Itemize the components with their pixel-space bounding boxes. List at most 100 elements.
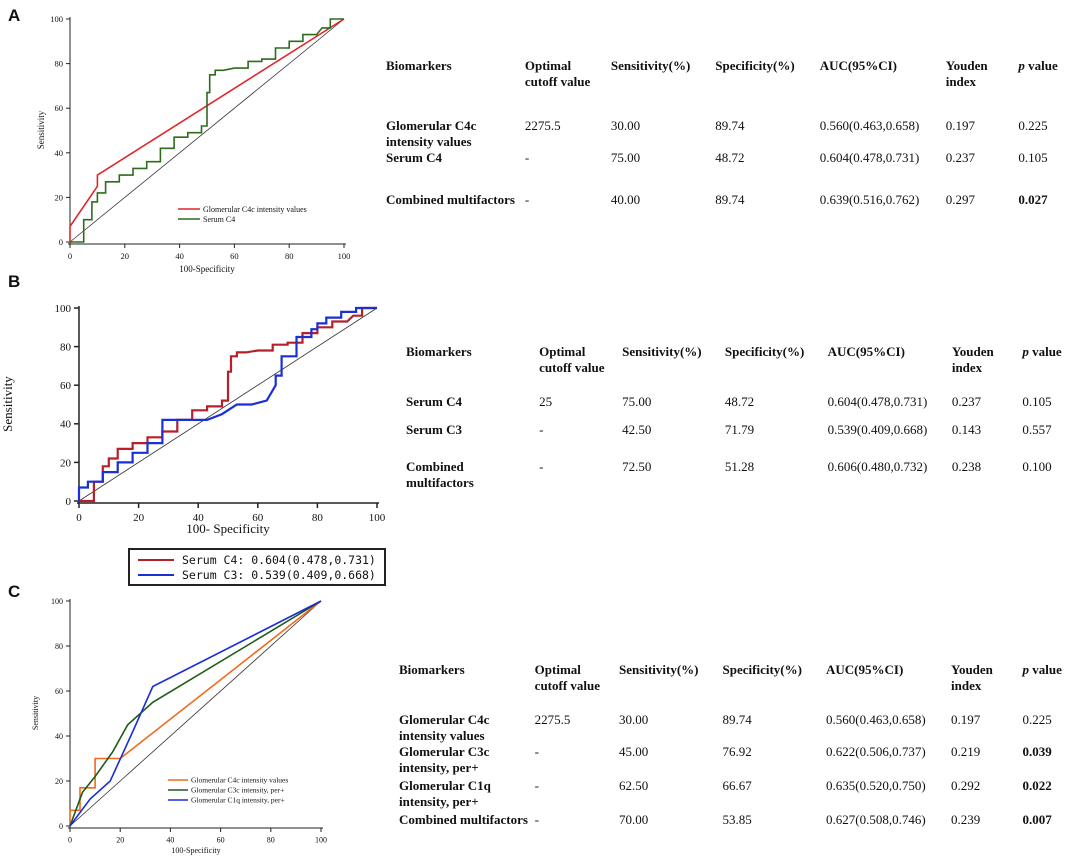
cell-youden: 0.239	[951, 812, 981, 827]
cell-sens: 70.00	[619, 812, 649, 827]
column-header-specificity: Specificity(%)	[722, 662, 802, 677]
y-tick-label-b-20: 20	[60, 457, 72, 469]
y-axis-label-a: Sensitivity	[36, 110, 46, 149]
reference-diagonal-a	[69, 18, 345, 243]
column-header-p-value: p value	[1018, 58, 1058, 73]
column-header-optimal-cutoff-value: Optimal cutoff value	[524, 58, 591, 89]
results-table-a: Biomarkers Optimal cutoff value Sensitivit…	[386, 58, 1076, 234]
cell-spec: 66.67	[722, 778, 752, 793]
x-tick-label-c-100: 100	[315, 835, 327, 844]
legend-label-c-glomerular-c3c-intensity-per: Glomerular C3c intensity, per+	[191, 786, 284, 795]
cell-youden: 0.238	[951, 459, 982, 474]
cell-biomarker: Glomerular C4c intensity values	[399, 712, 490, 743]
table-header-row: Biomarkers Optimal cutoff value Sensitivit…	[399, 662, 1079, 703]
cell-auc: 0.627(0.508,0.746)	[826, 812, 926, 827]
y-tick-label-c-20: 20	[55, 777, 63, 786]
cell-biomarker: Combined multifactors	[386, 192, 515, 207]
x-tick-label-c-60: 60	[217, 835, 225, 844]
column-header-sensitivity: Sensitivity(%)	[622, 344, 702, 359]
cell-p: 0.007	[1022, 812, 1052, 827]
x-tick-label-b-60: 60	[252, 512, 264, 524]
series-line-a-glomerular-c4c-intensity-values	[69, 18, 345, 242]
table-row: Glomerular C1q intensity, per+ - 62.50 66.6…	[399, 778, 1079, 812]
column-header-biomarkers: Biomarkers	[406, 344, 472, 359]
cell-sens: 62.50	[619, 778, 649, 793]
cell-cutoff: 25	[539, 394, 553, 409]
roc-chart-b: 0 20 40 60 80 100 0 20 40 60 80 100 100- Specificity…	[0, 303, 386, 536]
cell-auc: 0.635(0.520,0.750)	[826, 778, 926, 793]
results-table-c: Biomarkers Optimal cutoff value Sensitivit…	[399, 662, 1079, 846]
cell-cutoff: -	[524, 150, 530, 165]
cell-cutoff: -	[524, 192, 530, 207]
x-tick-label-c-20: 20	[116, 835, 124, 844]
table-row: Combined multifactors - 72.50 51.28 0.606(0.…	[406, 459, 1078, 496]
cell-p: 0.100	[1022, 459, 1052, 474]
legend-label-serum-c4: Serum C4: 0.604(0.478,0.731)	[182, 552, 376, 567]
y-tick-label-a-0: 0	[59, 237, 63, 247]
results-table-b: Biomarkers Optimal cutoff value Sensitivit…	[406, 344, 1078, 496]
y-tick-label-a-100: 100	[50, 14, 63, 24]
cell-auc: 0.606(0.480,0.732)	[827, 459, 928, 474]
cell-sens: 45.00	[619, 744, 649, 759]
x-tick-label-b-0: 0	[76, 512, 82, 524]
cell-p: 0.022	[1022, 778, 1052, 793]
column-header-p-value: p value	[1022, 344, 1062, 359]
cell-spec: 53.85	[722, 812, 752, 827]
cell-auc: 0.560(0.463,0.658)	[826, 712, 926, 727]
legend-label-serum-c3: Serum C3: 0.539(0.409,0.668)	[182, 567, 376, 582]
y-tick-label-b-100: 100	[55, 303, 72, 315]
y-axis-label-c: Sensitivity	[31, 696, 40, 730]
column-header-auc-95-ci: AUC(95%CI)	[819, 58, 897, 73]
cell-p: 0.039	[1022, 744, 1052, 759]
cell-auc: 0.604(0.478,0.731)	[819, 150, 920, 165]
y-tick-label-a-40: 40	[55, 148, 64, 158]
series-line-a-serum-c4	[70, 18, 344, 243]
cell-spec: 89.74	[715, 118, 745, 133]
legend-swatch-serum-c3	[138, 573, 174, 576]
x-tick-label-b-80: 80	[312, 512, 324, 524]
series-line-c-glomerular-c1q-intensity-per	[69, 600, 322, 827]
cell-auc: 0.539(0.409,0.668)	[827, 422, 928, 437]
x-tick-label-c-40: 40	[166, 835, 174, 844]
x-axis-label-c: 100-Specificity	[171, 846, 220, 855]
cell-spec: 48.72	[715, 150, 745, 165]
cell-cutoff: 2275.5	[534, 712, 571, 727]
column-header-p-value: p value	[1022, 662, 1062, 677]
legend-label-c-glomerular-c4c-intensity-values: Glomerular C4c intensity values	[191, 776, 288, 785]
cell-spec: 89.74	[722, 712, 752, 727]
panel-label-a: A	[8, 6, 21, 25]
cell-cutoff: -	[534, 812, 540, 827]
series-line-c-glomerular-c3c-intensity-per	[69, 600, 322, 827]
y-tick-label-b-0: 0	[66, 496, 72, 508]
y-tick-label-a-20: 20	[55, 192, 64, 202]
cell-cutoff: -	[534, 744, 540, 759]
cell-youden: 0.219	[951, 744, 981, 759]
series-line-c-glomerular-c4c-intensity-values	[69, 600, 322, 826]
column-header-auc-95-ci: AUC(95%CI)	[827, 344, 905, 359]
y-tick-label-c-80: 80	[55, 642, 63, 651]
y-axis-label-b: Sensitivity	[0, 376, 15, 432]
column-header-youden-index: Youden index	[951, 662, 993, 693]
x-tick-label-b-20: 20	[133, 512, 145, 524]
legend-label-c-glomerular-c1q-intensity-per: Glomerular C1q intensity, per+	[191, 796, 285, 805]
x-axis-label-a: 100-Specificity	[179, 264, 235, 274]
table-row: Serum C4 25 75.00 48.72 0.604(0.478,0.731) 0.…	[406, 385, 1078, 422]
x-tick-label-a-60: 60	[230, 251, 239, 261]
cell-p: 0.225	[1018, 118, 1048, 133]
cell-youden: 0.197	[951, 712, 981, 727]
roc-chart-c: 0 20 40 60 80 100 0 20 40 60 80 100 100-Specificity S…	[31, 597, 327, 855]
column-header-optimal-cutoff-value: Optimal cutoff value	[539, 344, 605, 375]
cell-biomarker: Combined multifactors	[406, 459, 474, 490]
cell-cutoff: -	[539, 422, 544, 437]
column-header-optimal-cutoff-value: Optimal cutoff value	[534, 662, 601, 693]
panel-label-c: C	[8, 582, 21, 601]
cell-biomarker: Glomerular C3c intensity, per+	[399, 744, 490, 775]
table-row: Glomerular C3c intensity, per+ - 45.00 76.9…	[399, 744, 1079, 778]
cell-sens: 30.00	[610, 118, 641, 133]
cell-auc: 0.560(0.463,0.658)	[819, 118, 920, 133]
table-header-row: Biomarkers Optimal cutoff value Sensitivit…	[386, 58, 1076, 104]
table-row: Serum C3 - 42.50 71.79 0.539(0.409,0.668) 0.1…	[406, 422, 1078, 459]
x-axis-label-b: 100- Specificity	[186, 521, 270, 536]
table-row: Serum C4 - 75.00 48.72 0.604(0.478,0.731) 0.2…	[386, 150, 1076, 192]
column-header-youden-index: Youden index	[945, 58, 988, 89]
